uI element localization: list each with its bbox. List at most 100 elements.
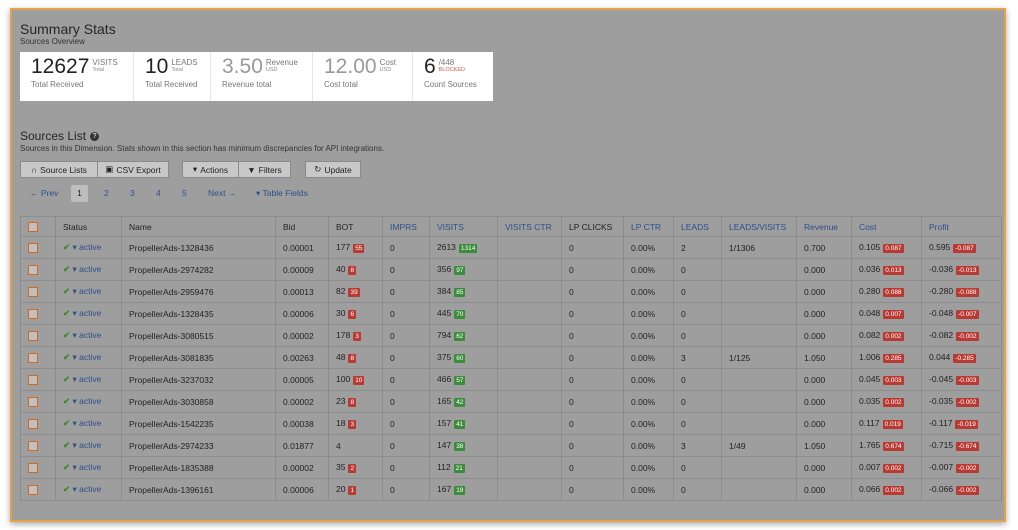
name-cell: PropellerAds-3081835: [121, 346, 276, 369]
status-cell[interactable]: ✔ ▾ active: [55, 324, 122, 347]
status-cell[interactable]: ✔ ▾ active: [55, 280, 122, 303]
update-button[interactable]: ↻ Update: [305, 161, 361, 178]
lp-ctr-cell: 0.00%: [623, 346, 674, 369]
status-cell[interactable]: ✔ ▾ active: [55, 412, 122, 435]
status-cell[interactable]: ✔ ▾ active: [55, 478, 122, 501]
imprs-cell: 0: [382, 236, 430, 259]
status-label: active: [79, 374, 102, 384]
status-dropdown[interactable]: ▾ active: [72, 286, 102, 296]
source-lists-button[interactable]: ∩ Source Lists: [20, 161, 98, 178]
prev-page-link[interactable]: ← Prev: [30, 188, 59, 198]
visits-value: 147: [437, 440, 452, 451]
page-2[interactable]: 2: [104, 188, 109, 198]
row-checkbox[interactable]: [28, 330, 38, 341]
header-visits-ctr[interactable]: VISITS CTR: [497, 216, 562, 237]
lp-ctr-cell: 0.00%: [623, 302, 674, 325]
name-cell: PropellerAds-1542235: [121, 412, 276, 435]
status-dropdown[interactable]: ▾ active: [72, 264, 102, 274]
lp-ctr-cell: 0.00%: [623, 368, 674, 391]
header-bot[interactable]: BOT: [328, 216, 383, 237]
status-dropdown[interactable]: ▾ active: [72, 462, 102, 472]
visits-badge: 19: [454, 485, 466, 495]
visits-badge: 62: [454, 331, 466, 341]
stat-sources: 6 /448 BLOCKED Count Sources: [413, 52, 493, 101]
status-dropdown[interactable]: ▾ active: [72, 330, 102, 340]
row-checkbox[interactable]: [28, 308, 38, 319]
status-dropdown[interactable]: ▾ active: [72, 440, 102, 450]
row-checkbox[interactable]: [28, 242, 38, 253]
row-select-cell: [20, 434, 56, 457]
imprs-cell: 0: [382, 390, 430, 413]
visits-badge: 57: [454, 375, 466, 385]
row-checkbox[interactable]: [28, 396, 38, 407]
row-checkbox[interactable]: [28, 374, 38, 385]
bot-badge: 3: [353, 331, 361, 341]
page-5[interactable]: 5: [182, 188, 187, 198]
filters-button[interactable]: ▼ Filters: [238, 161, 291, 178]
row-checkbox[interactable]: [28, 264, 38, 275]
row-checkbox[interactable]: [28, 484, 38, 495]
header-profit[interactable]: Profit: [921, 216, 1002, 237]
status-cell[interactable]: ✔ ▾ active: [55, 236, 122, 259]
visits-value: 112: [437, 462, 451, 473]
revenue-cell: 0.000: [796, 412, 852, 435]
status-dropdown[interactable]: ▾ active: [72, 484, 102, 494]
check-icon: ✔: [63, 462, 71, 472]
bot-value: 4: [336, 440, 341, 451]
stat-cost: 12.00 Cost USD Cost total: [313, 52, 413, 101]
cost-badge: 0.285: [883, 353, 904, 363]
bid-cell: 0.00002: [275, 324, 329, 347]
help-icon[interactable]: ?: [90, 131, 100, 141]
row-checkbox[interactable]: [28, 286, 38, 297]
actions-button[interactable]: ▾ Actions: [182, 161, 239, 178]
visits-value: 794: [437, 330, 452, 341]
header-revenue[interactable]: Revenue: [796, 216, 852, 237]
status-cell[interactable]: ✔ ▾ active: [55, 390, 122, 413]
next-page-link[interactable]: Next →: [208, 188, 237, 198]
leads-visits-cell: [721, 390, 797, 413]
status-dropdown[interactable]: ▾ active: [72, 374, 102, 384]
header-leads[interactable]: LEADS: [673, 216, 722, 237]
bot-value: 100: [336, 374, 351, 385]
row-checkbox[interactable]: [28, 352, 38, 363]
page-1[interactable]: 1: [71, 185, 88, 202]
visits-value: 375: [437, 352, 452, 363]
row-checkbox[interactable]: [28, 440, 38, 451]
csv-export-button[interactable]: ▣ CSV Export: [97, 161, 169, 178]
header-name[interactable]: Name: [121, 216, 276, 237]
status-cell[interactable]: ✔ ▾ active: [55, 368, 122, 391]
status-label: active: [79, 396, 102, 406]
page-3[interactable]: 3: [130, 188, 135, 198]
header-cost[interactable]: Cost: [851, 216, 922, 237]
status-cell[interactable]: ✔ ▾ active: [55, 346, 122, 369]
status-cell[interactable]: ✔ ▾ active: [55, 456, 122, 479]
status-dropdown[interactable]: ▾ active: [72, 396, 102, 406]
cost-badge: 0.003: [883, 375, 904, 385]
row-checkbox[interactable]: [28, 418, 38, 429]
profit-value: -0.066: [929, 484, 954, 495]
profit-badge: -0.013: [956, 265, 979, 275]
select-all-header[interactable]: [20, 216, 56, 237]
header-bid[interactable]: Bid: [275, 216, 329, 237]
header-leads-visits[interactable]: LEADS/VISITS: [721, 216, 797, 237]
status-dropdown[interactable]: ▾ active: [72, 418, 102, 428]
header-lp-ctr[interactable]: LP CTR: [623, 216, 674, 237]
select-all-checkbox[interactable]: [28, 221, 38, 232]
sources-list-title: Sources List?: [20, 129, 100, 143]
bid-cell: 0.00006: [275, 478, 329, 501]
header-imprs[interactable]: IMPRS: [382, 216, 430, 237]
header-lp-clicks[interactable]: LP CLICKS: [561, 216, 624, 237]
status-dropdown[interactable]: ▾ active: [72, 308, 102, 318]
header-status[interactable]: Status: [55, 216, 122, 237]
status-dropdown[interactable]: ▾ active: [72, 352, 102, 362]
profit-cell: -0.715 -0.674: [921, 434, 1002, 457]
status-cell[interactable]: ✔ ▾ active: [55, 258, 122, 281]
stat-label: Cost total: [324, 80, 358, 89]
table-fields-link[interactable]: ▾ Table Fields: [256, 188, 308, 198]
header-visits[interactable]: VISITS: [429, 216, 498, 237]
status-cell[interactable]: ✔ ▾ active: [55, 302, 122, 325]
status-dropdown[interactable]: ▾ active: [72, 242, 102, 252]
page-4[interactable]: 4: [156, 188, 161, 198]
status-cell[interactable]: ✔ ▾ active: [55, 434, 122, 457]
row-checkbox[interactable]: [28, 462, 38, 473]
